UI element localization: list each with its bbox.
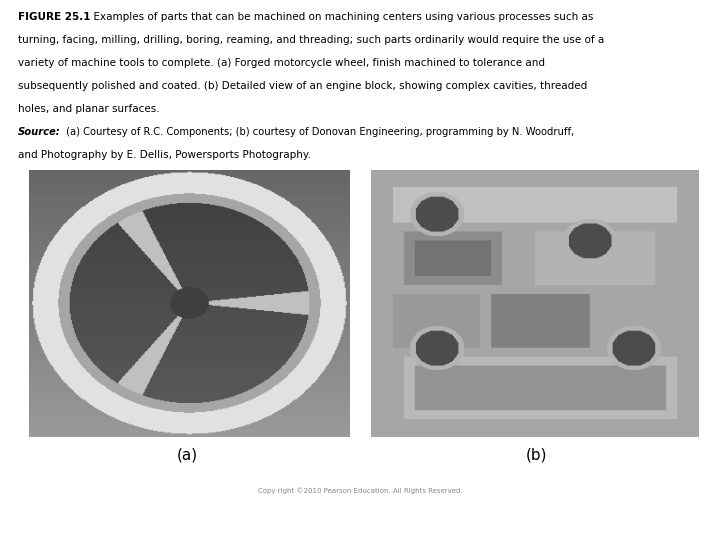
Text: Manufacturing Engineering and Technology, Seventh Edition: Manufacturing Engineering and Technology…	[194, 509, 489, 519]
Text: (b): (b)	[526, 447, 547, 462]
Text: Source:: Source:	[18, 127, 60, 137]
Text: PEARSON: PEARSON	[598, 510, 702, 529]
Text: subsequently polished and coated. (b) Detailed view of an engine block, showing : subsequently polished and coated. (b) De…	[18, 81, 588, 91]
Text: Serope Kalpakjian | Steven R. Schmid: Serope Kalpakjian | Steven R. Schmid	[194, 523, 378, 534]
Text: ALWAYS LEARNING: ALWAYS LEARNING	[14, 515, 99, 524]
Text: turning, facing, milling, drilling, boring, reaming, and threading; such parts o: turning, facing, milling, drilling, bori…	[18, 35, 604, 45]
Text: holes, and planar surfaces.: holes, and planar surfaces.	[18, 104, 160, 114]
Text: All rights reserved.: All rights reserved.	[457, 524, 549, 534]
Text: and Photography by E. Dellis, Powersports Photography.: and Photography by E. Dellis, Powersport…	[18, 150, 311, 160]
Text: (a): (a)	[176, 447, 198, 462]
Text: (a) Courtesy of R.C. Components; (b) courtesy of Donovan Engineering, programmin: (a) Courtesy of R.C. Components; (b) cou…	[63, 127, 574, 137]
Text: Copy right ©2010 Pearson Education. All Rights Reserved.: Copy right ©2010 Pearson Education. All …	[258, 487, 462, 494]
Text: Examples of parts that can be machined on machining centers using various proces: Examples of parts that can be machined o…	[87, 12, 593, 22]
Text: variety of machine tools to complete. (a) Forged motorcycle wheel, finish machin: variety of machine tools to complete. (a…	[18, 58, 545, 68]
Text: Copyright ©2014 by Pearson Education, Inc.: Copyright ©2014 by Pearson Education, In…	[457, 509, 675, 519]
Text: FIGURE 25.1: FIGURE 25.1	[18, 12, 91, 22]
